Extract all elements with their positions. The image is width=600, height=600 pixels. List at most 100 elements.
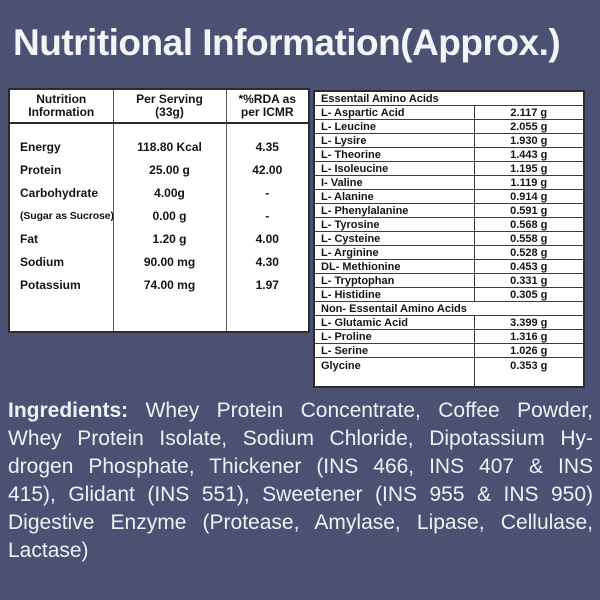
non-essential-header-row: Non- Essentail Amino Acids (313, 301, 585, 316)
amino-acid-row: L- Glutamic Acid 3.399 g (313, 315, 585, 330)
table-row-sodium: Sodium 90.00 mg 4.30 (9, 250, 309, 273)
amino-acid-name: L- Serine (313, 343, 475, 358)
col-header-rda-icmr: *%RDA as per ICMR (225, 89, 309, 124)
amino-acid-name: L- Phenylalanine (313, 203, 475, 218)
amino-acid-name: L- Isoleucine (313, 161, 475, 176)
amino-acid-name: DL- Methionine (313, 259, 475, 274)
nutrient-rda: 42.00 (225, 158, 309, 181)
amino-acid-name: L- Cysteine (313, 231, 475, 246)
amino-acid-row: L- Cysteine 0.558 g (313, 231, 585, 246)
nutrient-rda: - (225, 204, 309, 227)
amino-acid-amount: 0.914 g (473, 189, 585, 204)
amino-acid-name: L- Proline (313, 329, 475, 344)
amino-acid-amount: 1.195 g (473, 161, 585, 176)
non-essential-amino-acids-header: Non- Essentail Amino Acids (313, 301, 585, 316)
ingredients-line: 415), Glidant (INS 551), Sweetener (INS … (8, 483, 593, 506)
nutrient-amount: 74.00 mg (112, 273, 226, 296)
nutrient-amount: 118.80 Kcal (112, 135, 226, 158)
amino-acid-row: L- Alanine 0.914 g (313, 189, 585, 204)
nutrient-rda: 4.30 (225, 250, 309, 273)
amino-acid-amount: 0.331 g (473, 273, 585, 288)
amino-acid-name: L- Leucine (313, 119, 475, 134)
nutrient-amount: 1.20 g (112, 227, 226, 250)
amino-acid-row: L- Proline 1.316 g (313, 329, 585, 344)
table-row-potassium: Potassium 74.00 mg 1.97 (9, 273, 309, 296)
amino-acid-row: L- Isoleucine 1.195 g (313, 161, 585, 176)
amino-acid-name: L- Theorine (313, 147, 475, 162)
nutrition-facts-table: Nutrition Information Per Serving (33g) … (8, 88, 310, 333)
ingredients-section: Ingredients: Whey Protein Concentrate, C… (8, 397, 593, 565)
amino-acid-name: L- Histidine (313, 287, 475, 302)
amino-acids-section: Essentail Amino Acids L- Aspartic Acid 2… (313, 90, 585, 388)
amino-acid-name: L- Aspartic Acid (313, 105, 475, 120)
nutrient-name: Energy (20, 139, 61, 154)
amino-acid-row: L- Serine 1.026 g (313, 343, 585, 358)
amino-acid-name: L- Tyrosine (313, 217, 475, 232)
table-row-protein: Protein 25.00 g 42.00 (9, 158, 309, 181)
amino-acid-row: L- Theorine 1.443 g (313, 147, 585, 162)
nutrient-name: Carbohydrate (20, 185, 99, 200)
nutrient-name: Potassium (20, 277, 81, 292)
amino-acid-amount: 1.316 g (473, 329, 585, 344)
ingredients-line: Whey Protein Isolate, Sodium Chloride, D… (8, 427, 593, 450)
amino-acid-amount: 0.591 g (473, 203, 585, 218)
amino-acid-amount: 2.055 g (473, 119, 585, 134)
nutrient-rda: 4.35 (225, 135, 309, 158)
ingredients-line: Digestive Enzyme (Protease, Amylase, Lip… (8, 511, 593, 534)
amino-acid-name: Glycine (313, 357, 475, 388)
page-title: Nutritional Information(Approx.) (13, 22, 561, 63)
nutrient-amount: 90.00 mg (112, 250, 226, 273)
nutrient-rda: - (225, 181, 309, 204)
ingredients-line: Lactase) (8, 539, 89, 562)
nutrient-name: Fat (20, 231, 38, 246)
ingredients-line: drogen Phosphate, Thickener (INS 466, IN… (8, 455, 593, 478)
essential-header-row: Essentail Amino Acids (313, 90, 585, 106)
col-header-per-serving: Per Serving (33g) (112, 89, 226, 124)
nutrient-rda: 1.97 (225, 273, 309, 296)
nutrient-amount: 25.00 g (112, 158, 226, 181)
amino-acid-name: L- Tryptophan (313, 273, 475, 288)
nutrient-name: Sodium (20, 254, 64, 269)
amino-acid-row: L- Aspartic Acid 2.117 g (313, 105, 585, 120)
nutrient-name: (Sugar as Sucrose) (20, 209, 114, 222)
filler-row (9, 296, 309, 332)
amino-acid-name: L- Alanine (313, 189, 475, 204)
nutrient-amount: 0.00 g (112, 204, 226, 227)
ingredients-text: Whey Protein Concentrate, Coffee Powder, (128, 399, 593, 422)
amino-acid-row: L- Lysire 1.930 g (313, 133, 585, 148)
amino-acid-name: L- Glutamic Acid (313, 315, 475, 330)
amino-acid-row: DL- Methionine 0.453 g (313, 259, 585, 274)
amino-acid-amount: 0.353 g (473, 357, 585, 388)
spacer-row (9, 123, 309, 135)
amino-acid-amount: 0.453 g (473, 259, 585, 274)
ingredients-label: Ingredients: (8, 399, 129, 422)
nutrient-amount: 4.00g (112, 181, 226, 204)
amino-acid-row: L- Tyrosine 0.568 g (313, 217, 585, 232)
amino-acid-row: L- Leucine 2.055 g (313, 119, 585, 134)
amino-acid-name: I- Valine (313, 175, 475, 190)
amino-acid-name: L- Arginine (313, 245, 475, 260)
amino-acid-amount: 1.119 g (473, 175, 585, 190)
amino-acid-amount: 0.305 g (473, 287, 585, 302)
ingredients-line: Ingredients: Whey Protein Concentrate, C… (8, 397, 593, 425)
nutrient-name: Protein (20, 162, 62, 177)
amino-acid-amount: 2.117 g (473, 105, 585, 120)
nutrition-header-row: Nutrition Information Per Serving (33g) … (9, 89, 309, 124)
amino-acid-row: Glycine 0.353 g (313, 357, 585, 388)
amino-acids-table: Essentail Amino Acids L- Aspartic Acid 2… (313, 90, 585, 388)
table-row-energy: Energy 118.80 Kcal 4.35 (9, 135, 309, 158)
amino-acid-amount: 0.528 g (473, 245, 585, 260)
essential-amino-acids-header: Essentail Amino Acids (313, 90, 585, 106)
amino-acid-row: L- Phenylalanine 0.591 g (313, 203, 585, 218)
amino-acid-amount: 1.443 g (473, 147, 585, 162)
amino-acid-row: L- Tryptophan 0.331 g (313, 273, 585, 288)
amino-acid-row: I- Valine 1.119 g (313, 175, 585, 190)
amino-acid-amount: 1.930 g (473, 133, 585, 148)
amino-acid-name: L- Lysire (313, 133, 475, 148)
table-row-fat: Fat 1.20 g 4.00 (9, 227, 309, 250)
col-header-nutrition-information: Nutrition Information (9, 89, 113, 124)
amino-acid-amount: 0.568 g (473, 217, 585, 232)
table-row-sugar: (Sugar as Sucrose) 0.00 g - (9, 204, 309, 227)
amino-acid-amount: 1.026 g (473, 343, 585, 358)
